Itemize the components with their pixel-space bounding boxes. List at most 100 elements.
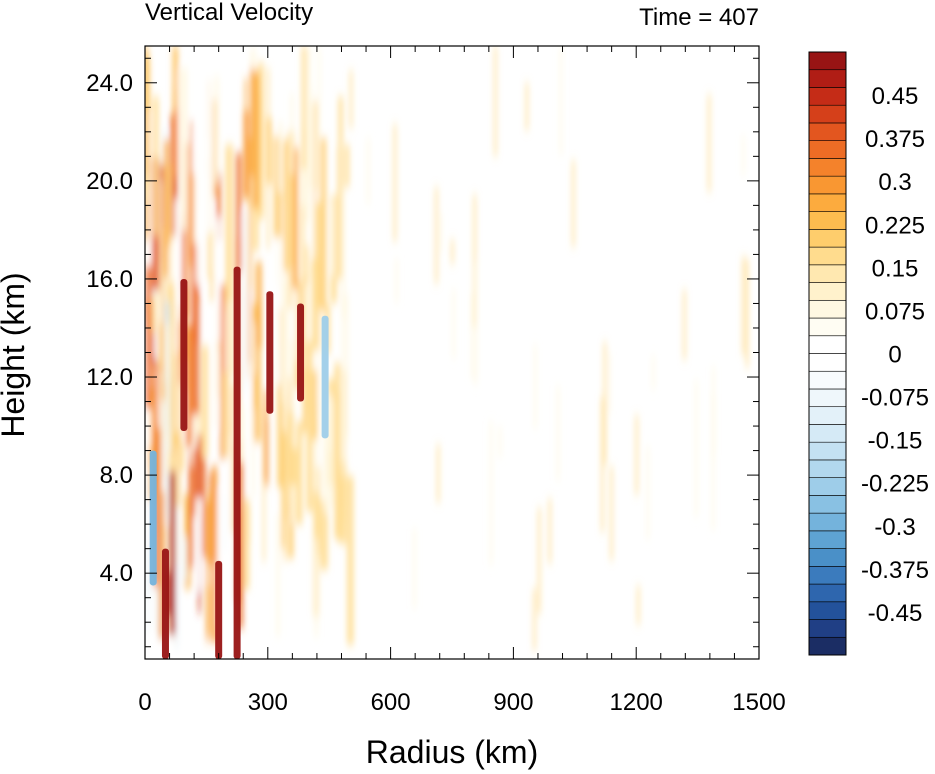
field-streak bbox=[342, 144, 350, 188]
field-streak bbox=[610, 466, 614, 561]
field-streak bbox=[185, 324, 193, 447]
field-feature bbox=[233, 266, 241, 659]
field-streak bbox=[559, 46, 563, 156]
field-streak bbox=[252, 71, 260, 209]
colorbar-label: -0.225 bbox=[861, 471, 929, 498]
field-streak bbox=[182, 537, 188, 583]
colorbar-swatch bbox=[808, 370, 847, 390]
field-streak bbox=[163, 139, 170, 278]
field-streak bbox=[145, 147, 150, 287]
field-streak bbox=[237, 406, 245, 511]
field-streak bbox=[287, 131, 295, 309]
x-axis-ticks: 0 300 600 900 1200 1500 bbox=[138, 46, 786, 716]
field-streak bbox=[607, 352, 611, 415]
y-tick-label: 24.0 bbox=[86, 70, 133, 97]
x-tick-label: 900 bbox=[493, 689, 533, 716]
field-streak bbox=[329, 401, 334, 491]
field-streak bbox=[745, 259, 749, 368]
field-streak bbox=[636, 585, 640, 625]
chart-title: Vertical Velocity bbox=[145, 0, 313, 26]
field-streak bbox=[281, 401, 286, 549]
field-streak bbox=[228, 436, 232, 574]
colorbar-swatch bbox=[808, 530, 847, 549]
field-feature bbox=[266, 291, 274, 414]
field-streak bbox=[341, 142, 346, 319]
field-streak bbox=[603, 341, 607, 465]
field-streak bbox=[176, 445, 179, 564]
field-streak bbox=[296, 421, 303, 525]
field-streak bbox=[334, 363, 341, 539]
y-axis-label: Height (km) bbox=[0, 272, 31, 437]
colorbar-swatch bbox=[808, 246, 847, 266]
field-streak bbox=[191, 245, 200, 415]
field-streak bbox=[227, 303, 232, 376]
field-streak bbox=[149, 113, 154, 267]
field-streak bbox=[290, 267, 298, 362]
field-streak bbox=[202, 458, 206, 558]
colorbar-label: 0.075 bbox=[865, 298, 925, 325]
field-streak bbox=[206, 501, 209, 642]
field-streak bbox=[707, 94, 711, 193]
colorbar bbox=[808, 51, 847, 656]
field-streak bbox=[283, 139, 289, 272]
colorbar-swatch bbox=[808, 388, 847, 408]
colorbar-frame bbox=[808, 51, 847, 656]
colorbar-labels: 0.45 0.375 0.3 0.225 0.15 0.075 0 -0.075 -0.15 -0… bbox=[861, 83, 929, 627]
field-streak bbox=[152, 365, 161, 508]
colorbar-swatch bbox=[808, 158, 847, 177]
x-tick-label: 1200 bbox=[610, 689, 663, 716]
field-streak bbox=[161, 400, 168, 524]
field-streak bbox=[288, 376, 291, 435]
colorbar-swatch bbox=[808, 335, 847, 354]
field-streak bbox=[525, 82, 529, 131]
x-axis-label: Radius (km) bbox=[366, 734, 538, 770]
colorbar-swatch bbox=[808, 424, 847, 443]
field-streak bbox=[741, 256, 745, 355]
field-streak bbox=[181, 214, 186, 291]
colorbar-label: 0.225 bbox=[865, 212, 925, 239]
field-feature bbox=[297, 303, 305, 402]
colorbar-swatch bbox=[808, 299, 847, 319]
y-tick-label: 12.0 bbox=[86, 364, 133, 391]
field-streak bbox=[225, 144, 233, 303]
field-streak bbox=[434, 187, 438, 284]
velocity-field bbox=[145, 46, 749, 659]
field-streak bbox=[290, 93, 294, 175]
field-streak bbox=[173, 108, 178, 178]
field-streak bbox=[537, 507, 541, 614]
field-streak bbox=[318, 46, 321, 195]
field-streak bbox=[194, 466, 201, 589]
colorbar-label: -0.45 bbox=[868, 600, 923, 627]
x-tick-label: 600 bbox=[371, 689, 411, 716]
colorbar-swatch bbox=[808, 282, 847, 301]
field-streak bbox=[694, 379, 698, 518]
field-streak bbox=[174, 199, 182, 357]
field-streak bbox=[204, 60, 213, 234]
x-tick-label: 0 bbox=[138, 689, 151, 716]
colorbar-swatch bbox=[808, 317, 847, 337]
field-streak bbox=[184, 494, 192, 589]
field-streak bbox=[273, 282, 282, 385]
y-tick-label: 8.0 bbox=[100, 462, 133, 489]
field-streak bbox=[262, 405, 265, 562]
field-streak bbox=[276, 203, 284, 348]
field-streak bbox=[310, 87, 315, 258]
field-streak bbox=[250, 67, 254, 176]
colorbar-swatch bbox=[808, 211, 847, 230]
colorbar-swatch bbox=[808, 140, 847, 159]
field-feature bbox=[161, 548, 169, 659]
field-streak bbox=[195, 129, 203, 285]
field-streak bbox=[498, 425, 502, 458]
colorbar-label: 0.45 bbox=[872, 83, 919, 110]
field-streak bbox=[533, 343, 537, 430]
field-streak bbox=[170, 304, 174, 368]
x-tick-label: 1500 bbox=[732, 689, 785, 716]
field-streak bbox=[216, 172, 221, 241]
colorbar-label: -0.15 bbox=[868, 428, 923, 455]
colorbar-swatch bbox=[808, 69, 847, 88]
field-streak bbox=[178, 320, 183, 384]
field-streak bbox=[247, 362, 251, 450]
colorbar-swatch bbox=[808, 353, 847, 372]
field-streak bbox=[311, 370, 318, 440]
field-streak bbox=[248, 137, 252, 289]
